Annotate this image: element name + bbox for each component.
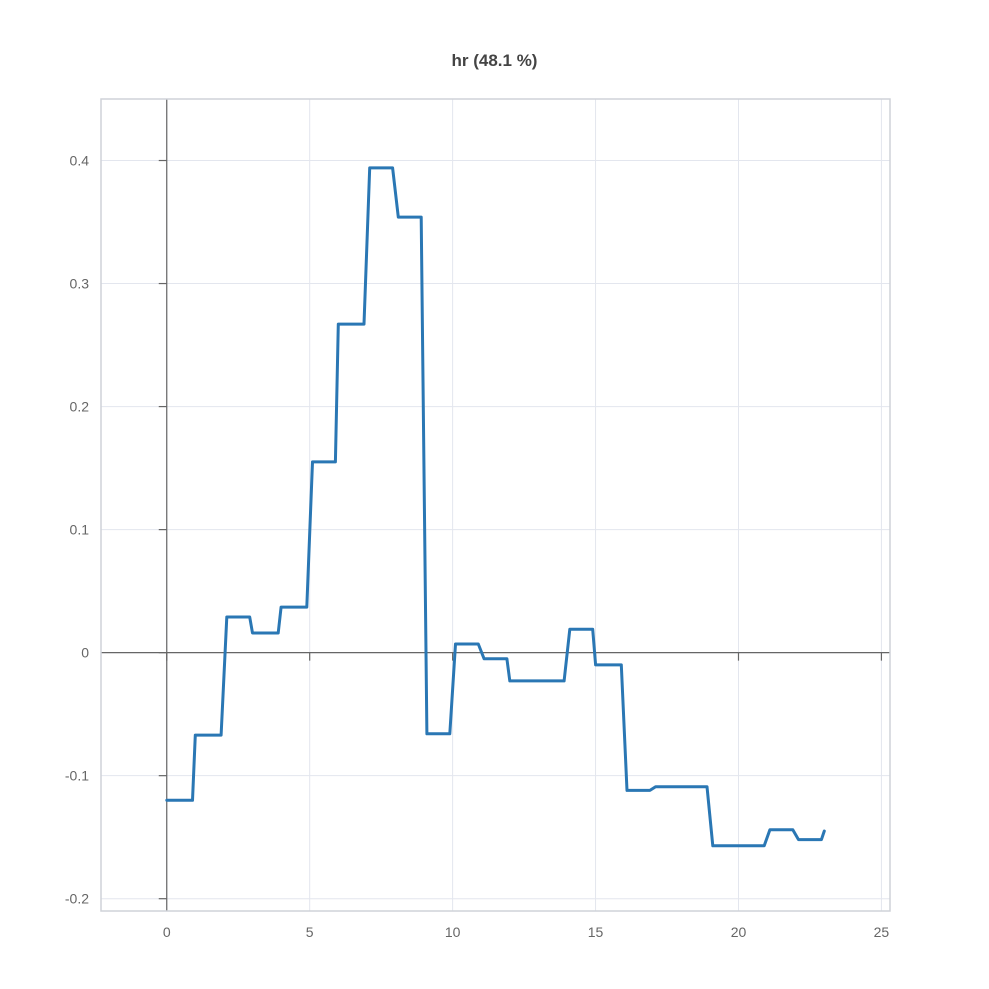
tick-labels: 0 5 10 15 20 25 -0.2 -0.1 0 0.1 0.2 0.3 0.4 (65, 153, 890, 940)
y-tick-label: 0.3 (70, 276, 90, 292)
y-tick-label: 0.1 (70, 522, 90, 538)
y-tick-label: 0.4 (70, 153, 90, 169)
y-tick-label: 0.2 (70, 399, 90, 415)
series-layer (165, 166, 826, 848)
y-tick-label: -0.2 (65, 891, 89, 907)
series-line (165, 166, 826, 848)
x-tick-label: 25 (874, 924, 890, 940)
y-tick-label: -0.1 (65, 768, 89, 784)
axes (101, 99, 890, 911)
x-tick-label: 10 (445, 924, 461, 940)
plot-frame (100, 98, 891, 912)
grid (101, 99, 890, 911)
x-tick-label: 15 (588, 924, 604, 940)
x-tick-label: 0 (163, 924, 171, 940)
x-tick-label: 5 (306, 924, 314, 940)
x-tick-label: 20 (731, 924, 747, 940)
y-tick-label: 0 (81, 645, 89, 661)
chart-title: hr (48.1 %) (452, 51, 538, 70)
